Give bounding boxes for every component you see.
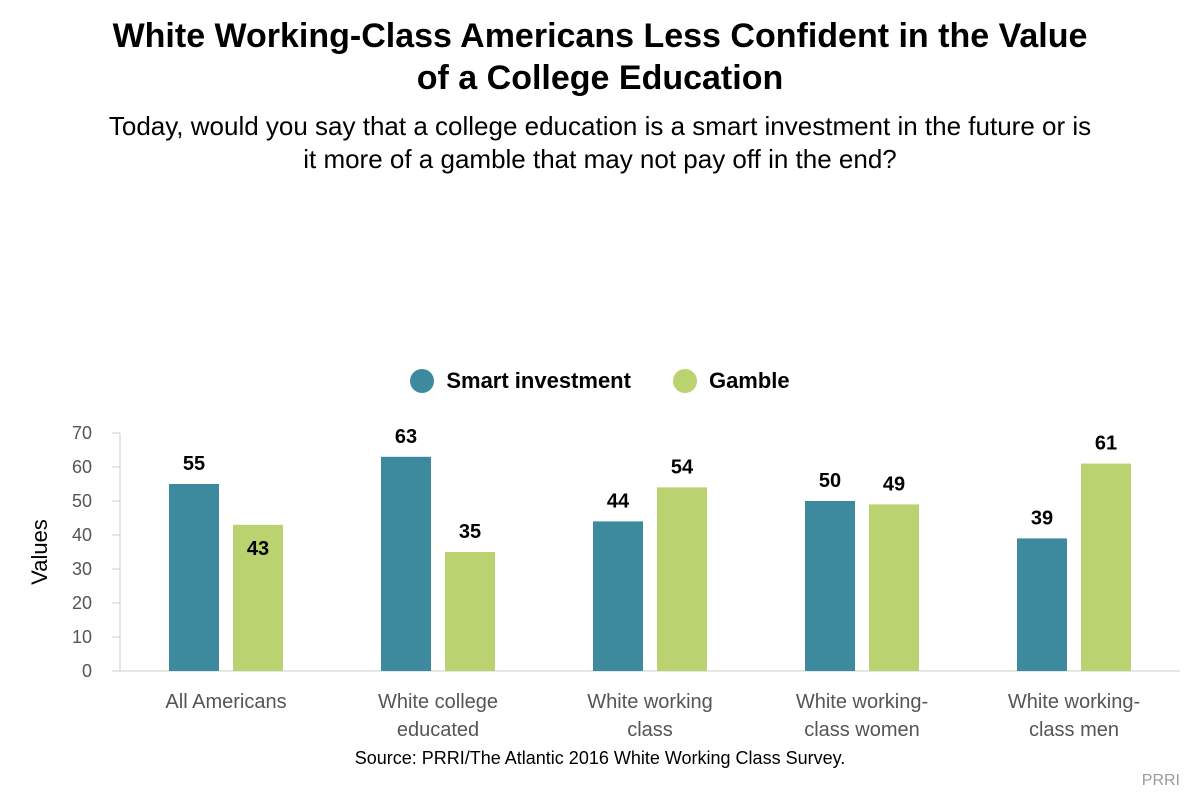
y-tick-label: 50 (72, 491, 92, 511)
x-tick-label: All Americans (165, 691, 286, 713)
data-label: 54 (671, 456, 694, 478)
y-axis-label: Values (27, 519, 52, 585)
x-tick-label: class men (1029, 719, 1119, 741)
legend-swatch-smart-investment (410, 369, 435, 393)
legend-item-smart-investment[interactable]: Smart investment (410, 368, 631, 394)
y-tick-label: 20 (72, 593, 92, 613)
source-note: Source: PRRI/The Atlantic 2016 White Wor… (354, 748, 846, 768)
y-tick-label: 60 (72, 457, 92, 477)
x-tick-label: White working- (796, 691, 928, 713)
data-label: 63 (395, 426, 417, 448)
legend: Smart investment Gamble (0, 368, 1200, 394)
x-tick-label: educated (397, 719, 479, 741)
bar-gamble[interactable] (869, 504, 919, 671)
y-tick-label: 10 (72, 627, 92, 647)
legend-label-gamble: Gamble (708, 368, 790, 393)
chart-title-line-2: of a College Education (416, 59, 784, 97)
data-label: 61 (1095, 433, 1117, 455)
y-tick-label: 40 (72, 525, 92, 545)
y-tick-label: 30 (72, 559, 92, 579)
x-tick-label: White college (378, 691, 498, 713)
chart-subtitle: Today, would you say that a college educ… (0, 110, 1200, 176)
data-label: 44 (607, 490, 630, 512)
y-tick-label: 0 (82, 661, 92, 681)
x-tick-label: class (627, 719, 673, 741)
bar-gamble[interactable] (1081, 463, 1131, 671)
data-label: 35 (459, 521, 481, 543)
data-label: 39 (1031, 507, 1053, 529)
x-tick-label: White working (587, 691, 713, 713)
data-label: 49 (883, 473, 905, 495)
bar-smart-investment[interactable] (381, 456, 431, 671)
chart-title: White Working-Class Americans Less Confi… (0, 15, 1200, 99)
x-tick-label: class women (804, 719, 920, 741)
data-label: 55 (183, 453, 205, 475)
data-label: 43 (247, 538, 269, 560)
bar-gamble[interactable] (657, 487, 707, 671)
chart-subtitle-line-2: it more of a gamble that may not pay off… (303, 144, 897, 174)
brand-mark: PRRI (1141, 772, 1180, 789)
chart-subtitle-line-1: Today, would you say that a college educ… (108, 111, 1092, 141)
bar-smart-investment[interactable] (805, 501, 855, 671)
data-label: 50 (819, 470, 841, 492)
legend-swatch-gamble (672, 369, 697, 393)
y-tick-label: 70 (72, 423, 92, 443)
bar-gamble[interactable] (445, 552, 495, 671)
x-tick-label: White working- (1008, 691, 1140, 713)
chart-title-line-1: White Working-Class Americans Less Confi… (112, 17, 1088, 55)
bar-smart-investment[interactable] (1017, 538, 1067, 671)
bar-smart-investment[interactable] (593, 521, 643, 671)
legend-item-gamble[interactable]: Gamble (672, 368, 790, 394)
bar-smart-investment[interactable] (169, 484, 219, 671)
legend-label-smart-investment: Smart investment (446, 368, 631, 393)
bar-gamble[interactable] (233, 524, 283, 671)
